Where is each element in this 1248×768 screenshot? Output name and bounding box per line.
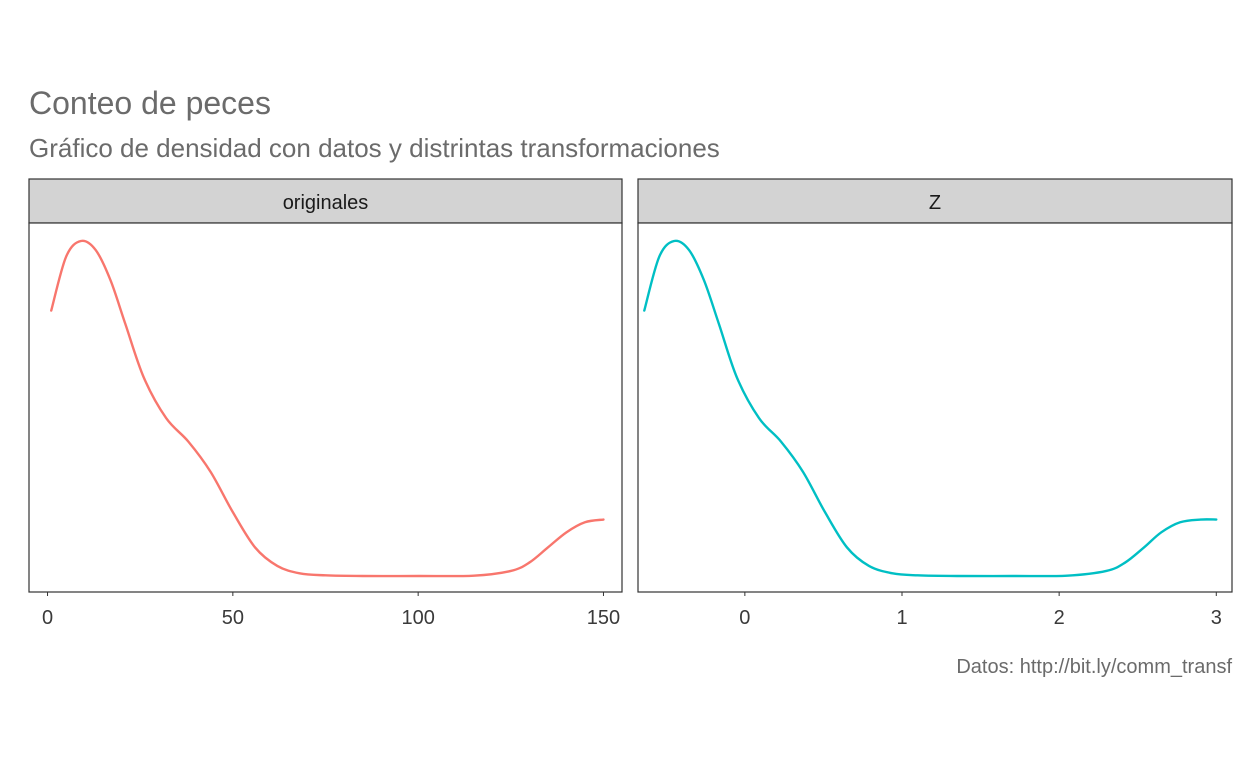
x-axis-originales: 0 50 100 150 [42, 592, 620, 629]
strip-z [637, 178, 1233, 224]
chart-title: Conteo de peces [29, 85, 271, 121]
strip-label-z: Z [929, 192, 941, 214]
chart-caption: Datos: http://bit.ly/comm_transf [956, 656, 1232, 678]
panel-originales [28, 222, 623, 593]
x-tick-label: 100 [401, 607, 434, 629]
x-tick-label: 1 [896, 607, 907, 629]
chart-subtitle: Gráfico de densidad con datos y distrint… [29, 133, 720, 163]
x-tick-label: 50 [222, 607, 244, 629]
density-line-z [643, 239, 1218, 578]
x-tick-label: 0 [42, 607, 53, 629]
x-tick-label: 2 [1054, 607, 1065, 629]
x-tick-label: 3 [1211, 607, 1222, 629]
facet-panel-z: Z 0 1 2 3 [637, 178, 1233, 629]
panel-z [637, 222, 1233, 593]
facet-panel-originales: originales 0 50 100 150 [28, 178, 623, 629]
strip-label-originales: originales [283, 192, 369, 214]
x-axis-z: 0 1 2 3 [739, 592, 1222, 629]
x-tick-label: 0 [739, 607, 750, 629]
x-tick-label: 150 [587, 607, 620, 629]
density-line-originales [50, 239, 605, 578]
